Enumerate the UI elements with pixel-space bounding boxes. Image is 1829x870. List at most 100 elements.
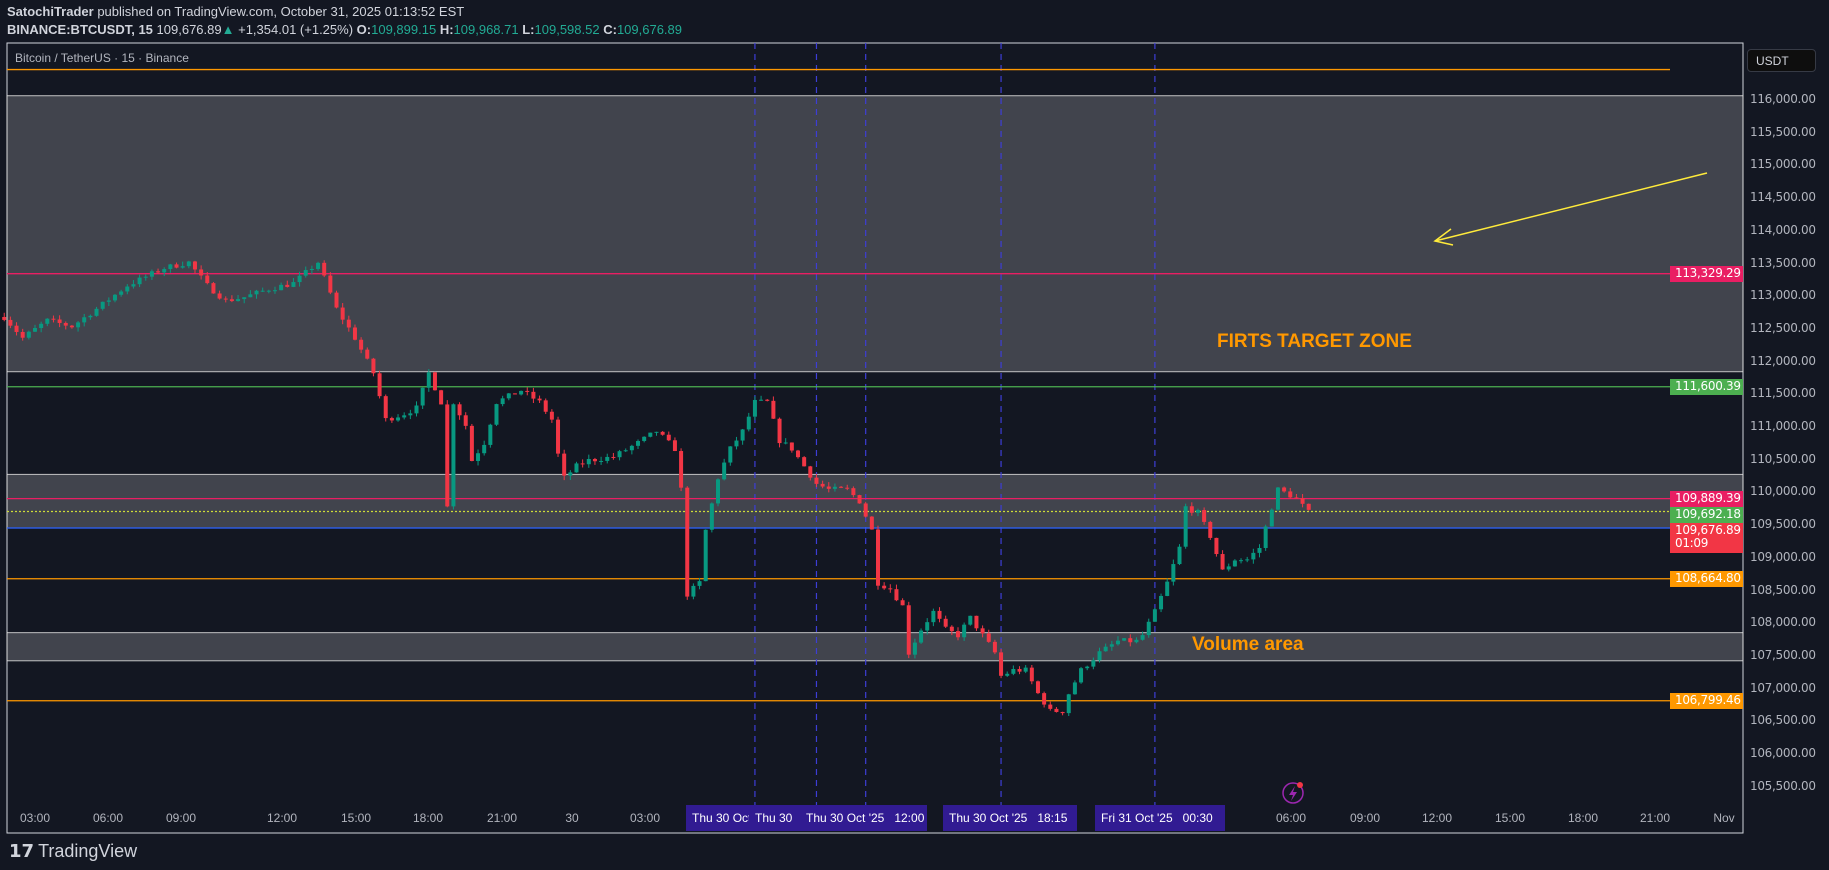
candle-body [1177,546,1182,565]
candle-body [156,271,161,273]
zone-box [6,632,1744,662]
horizontal-lines [7,68,1670,702]
candle-body [340,307,345,320]
candle-body [1239,560,1244,562]
candle-body [685,487,690,597]
candle-body [666,434,671,441]
candle-body [1109,644,1114,647]
candle-body [359,339,364,350]
up-triangle-icon: ▲ [221,22,235,37]
candle-body [1220,554,1225,570]
candle-body [709,503,714,530]
candle-body [1042,693,1047,705]
candle-body [512,393,517,395]
candle-body [1269,509,1274,527]
candle-body [820,483,825,487]
candle-body [537,398,542,401]
candle-body [851,488,856,496]
close-label: C: [603,22,617,37]
candle-body [445,404,450,507]
candle-body [716,479,721,504]
candle-body [1152,609,1157,622]
candle-body [826,486,831,489]
time-label: 09:00 [165,811,197,825]
candle-body [949,626,954,632]
candle-body [752,399,757,417]
candle-body [974,615,979,629]
brand-name: TradingView [38,841,138,861]
candle-body [439,390,444,405]
volume-area-label: Volume area [1192,634,1304,655]
price-badge: 113,329.29 [1670,265,1743,282]
price-tick: 115,000.00 [1750,157,1816,172]
author-name[interactable]: SatochiTrader [7,4,94,19]
time-label: 15:00 [1494,811,1526,825]
price-badge: 106,799.46 [1670,692,1743,709]
candle-body [906,605,911,655]
candle-body [1122,638,1127,641]
candle-body [119,291,124,295]
vline-time-box: Thu 30 Oct '25 18:15 [943,805,1077,831]
candle-body [654,431,659,433]
vline-time-box: Thu 30 [749,805,800,831]
price-tick: 111,500.00 [1750,386,1816,401]
candle-body [106,300,111,302]
candle-body [919,630,924,643]
candle-body [2,316,7,320]
price-tick: 113,000.00 [1750,288,1816,303]
candle-body [76,322,81,328]
candle-body [703,529,708,582]
lightning-icon[interactable] [1282,782,1304,804]
price-change: +1,354.01 (+1.25%) [238,22,354,37]
candle-body [1202,510,1207,522]
candle-body [1091,660,1096,667]
candle-body [1183,506,1188,547]
candle-body [1282,487,1287,492]
price-tick: 110,000.00 [1750,484,1816,499]
currency-button[interactable]: USDT [1747,49,1816,72]
price-badge: 108,664.80 [1670,570,1743,587]
candle-body [1226,566,1231,570]
candle-body [334,292,339,308]
candle-body [346,319,351,328]
candle-body [482,444,487,454]
candle-body [759,399,764,401]
high-label: H: [439,22,454,37]
candle-body [396,417,401,421]
time-label: 18:00 [1567,811,1599,825]
candle-body [691,585,696,597]
candle-body [992,641,997,653]
last-price: 109,676.89 [156,22,222,37]
candle-body [272,290,277,292]
candle-body [1103,646,1108,652]
tradingview-logo[interactable]: 𝟭𝟳 TradingView [9,841,137,862]
candle-body [845,487,850,489]
candle-body [26,331,31,338]
candle-body [894,589,899,601]
time-label: 21:00 [1639,811,1671,825]
candle-body [796,450,801,458]
candle-body [223,298,228,300]
candle-body [426,372,431,388]
symbol-name[interactable]: BINANCE:BTCUSDT, 15 [7,22,153,37]
candle-body [679,451,684,488]
candle-body [371,358,376,374]
candle-body [531,391,536,399]
candle-body [556,419,561,454]
candle-body [192,261,197,270]
candle-body [285,284,290,287]
arrow-drawing[interactable] [1433,172,1708,246]
price-badge: 111,600.39 [1670,378,1743,395]
candle-body [45,318,50,324]
candle-body [408,413,413,416]
candle-body [832,486,837,489]
candle-body [420,387,425,406]
candle-body [1245,559,1250,561]
candle-body [217,293,222,299]
candle-body [986,633,991,642]
candle-body [740,429,745,441]
bar-countdown: 01:09 [1675,535,1709,550]
candle-body [88,315,93,318]
price-badge: 109,676.89 01:09 [1670,522,1743,553]
